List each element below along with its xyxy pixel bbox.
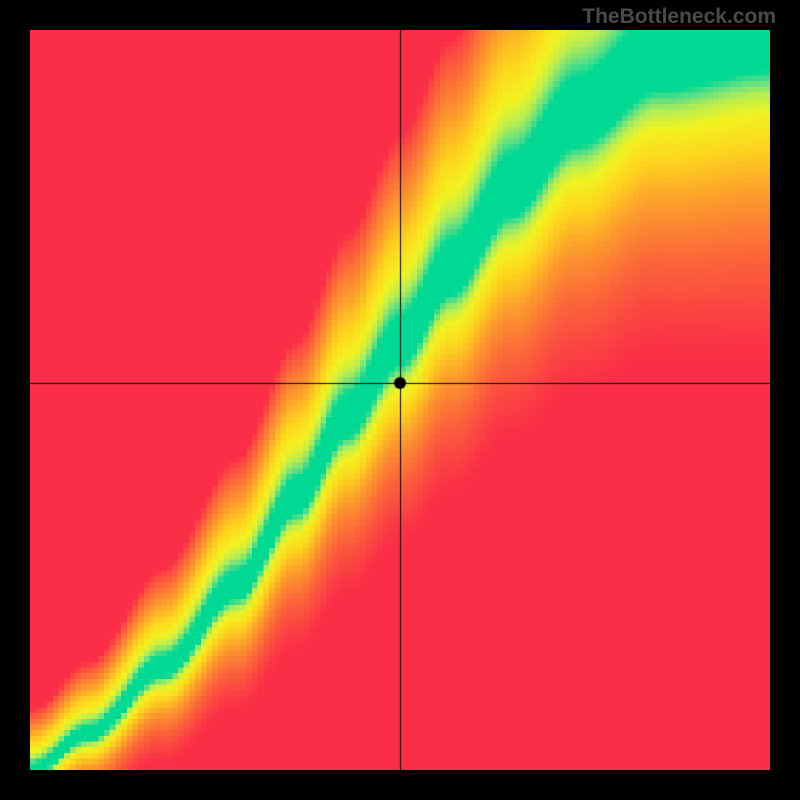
crosshair-overlay: [30, 30, 770, 770]
chart-container: TheBottleneck.com: [0, 0, 800, 800]
watermark-text: TheBottleneck.com: [582, 5, 776, 29]
